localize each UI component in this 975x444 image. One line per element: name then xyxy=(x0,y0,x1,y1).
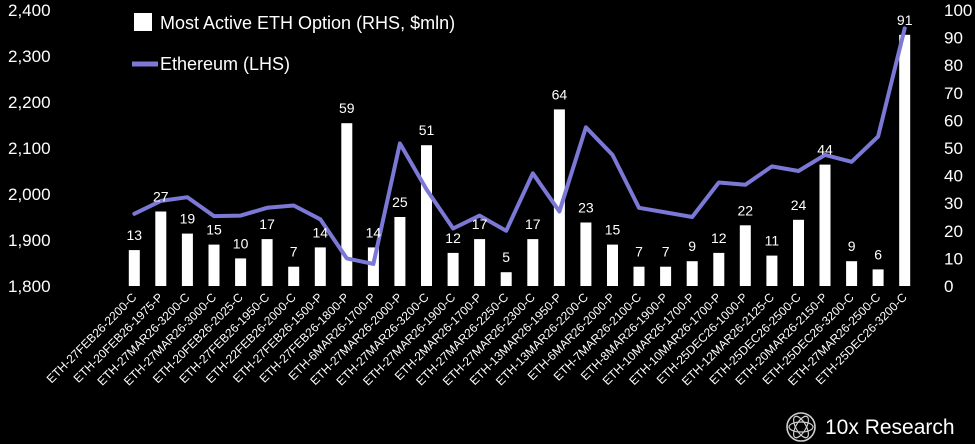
bar-data-label: 12 xyxy=(445,230,461,246)
bar xyxy=(793,219,804,286)
bar-data-label: 9 xyxy=(688,238,696,254)
right-axis-tick-label: 70 xyxy=(944,84,963,103)
bar-data-label: 7 xyxy=(662,244,670,260)
legend: Most Active ETH Option (RHS, $mln) Ether… xyxy=(132,13,455,74)
bar xyxy=(367,247,379,286)
bar-data-label: 13 xyxy=(127,227,143,243)
bar-series xyxy=(128,34,911,287)
left-axis-tick-label: 2,400 xyxy=(8,1,51,20)
bar xyxy=(686,261,698,286)
bar xyxy=(819,164,831,286)
legend-line-label: Ethereum (LHS) xyxy=(160,54,290,74)
bar xyxy=(899,34,911,286)
bar xyxy=(846,261,858,286)
bar xyxy=(447,252,459,286)
bar xyxy=(872,269,884,286)
bar xyxy=(128,250,140,286)
bar-data-label: 11 xyxy=(765,233,780,249)
left-axis-ticks: 1,800 1,900 2,000 2,100 2,200 2,300 2,400 xyxy=(8,1,51,296)
bar-data-label: 44 xyxy=(817,142,833,158)
brand-mark-icon xyxy=(786,412,816,442)
bar xyxy=(713,252,725,286)
legend-bar-swatch xyxy=(134,13,152,31)
bar-data-label: 24 xyxy=(791,197,807,213)
bar xyxy=(288,266,300,286)
bar xyxy=(739,225,751,286)
bar xyxy=(341,123,353,286)
bar-data-label: 15 xyxy=(206,222,222,238)
bar-data-label: 14 xyxy=(366,224,382,240)
right-axis-tick-label: 90 xyxy=(944,29,963,48)
bar xyxy=(660,266,672,286)
right-axis-tick-label: 60 xyxy=(944,111,963,130)
bar-data-label: 23 xyxy=(578,200,594,216)
bar xyxy=(421,145,432,286)
bar-data-label: 7 xyxy=(635,244,643,260)
bar-data-label: 17 xyxy=(525,216,541,232)
bar-data-label: 7 xyxy=(290,244,298,260)
bar xyxy=(553,109,565,287)
bar-data-label: 12 xyxy=(711,230,727,246)
bar xyxy=(261,239,273,286)
bar-data-label: 9 xyxy=(848,238,856,254)
bar-data-label: 5 xyxy=(502,249,510,265)
left-axis-tick-label: 2,000 xyxy=(8,185,51,204)
right-axis-tick-label: 10 xyxy=(944,249,963,268)
bar-data-label: 15 xyxy=(605,222,621,238)
left-axis-tick-label: 2,200 xyxy=(8,93,51,112)
right-axis-tick-label: 40 xyxy=(944,167,963,186)
right-axis-tick-label: 80 xyxy=(944,56,963,75)
brand-logo: 10x Research xyxy=(786,412,955,442)
left-axis-tick-label: 1,900 xyxy=(8,231,51,250)
bar-data-label: 64 xyxy=(552,86,568,102)
bar xyxy=(208,244,220,286)
bar xyxy=(607,244,618,286)
line-series xyxy=(132,26,907,266)
bar-data-label: 91 xyxy=(897,12,913,28)
right-axis-tick-label: 50 xyxy=(944,139,963,158)
bar-data-label: 14 xyxy=(313,224,329,240)
bar xyxy=(235,258,247,286)
bar-data-label: 6 xyxy=(874,246,882,262)
bar-data-label: 10 xyxy=(233,235,249,251)
right-axis-tick-label: 0 xyxy=(944,277,953,296)
bar-data-label: 27 xyxy=(153,189,169,205)
bar-data-label: 59 xyxy=(339,100,355,116)
bar xyxy=(580,222,592,286)
bar-data-label: 25 xyxy=(392,194,408,210)
bar-data-label: 51 xyxy=(419,122,435,138)
bar xyxy=(181,233,193,286)
bar xyxy=(527,239,539,286)
right-axis-tick-label: 20 xyxy=(944,222,963,241)
bar-data-label: 19 xyxy=(180,211,196,227)
bar xyxy=(314,247,326,286)
bar-data-label: 22 xyxy=(738,202,754,218)
bar xyxy=(155,211,167,286)
brand-name: 10x Research xyxy=(825,416,955,439)
bar xyxy=(394,217,406,286)
right-axis-tick-label: 30 xyxy=(944,194,963,213)
bar xyxy=(474,239,486,286)
legend-bar-label: Most Active ETH Option (RHS, $mln) xyxy=(160,13,455,33)
bar xyxy=(633,266,645,286)
bar-data-label: 17 xyxy=(259,216,275,232)
left-axis-tick-label: 1,800 xyxy=(8,277,51,296)
bar-data-label: 17 xyxy=(472,216,488,232)
left-axis-tick-label: 2,300 xyxy=(8,47,51,66)
bar xyxy=(500,272,512,286)
right-axis-ticks: 0 10 20 30 40 50 60 70 80 90 100 xyxy=(944,1,972,296)
left-axis-tick-label: 2,100 xyxy=(8,139,51,158)
right-axis-tick-label: 100 xyxy=(944,1,972,20)
ethereum-line xyxy=(132,26,907,266)
bar xyxy=(766,255,778,286)
